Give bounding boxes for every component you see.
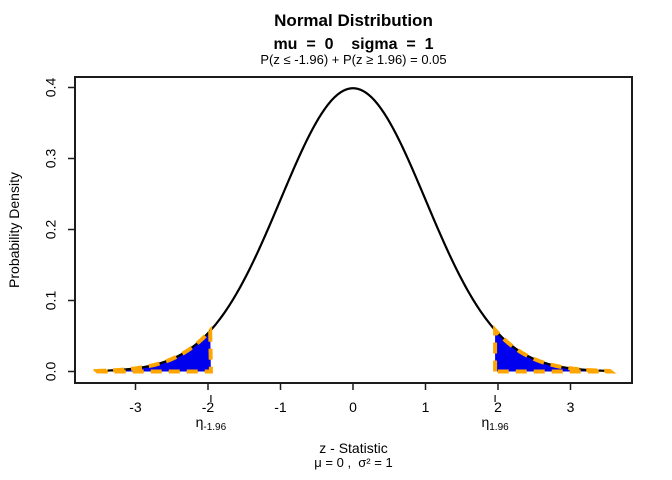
y-tick-label: 0.4 xyxy=(43,78,59,98)
x-tick-label: -3 xyxy=(129,399,142,415)
x-tick-label: 0 xyxy=(349,399,357,415)
y-tick-label: 0.0 xyxy=(43,362,59,382)
x-tick-label: 1 xyxy=(422,399,430,415)
plot-box xyxy=(74,76,633,384)
tail-fill-right xyxy=(495,330,611,372)
critical-label: η1.96 xyxy=(481,414,509,433)
tail-dashed-border-right xyxy=(493,324,617,374)
tail-dashed-border-left xyxy=(93,325,213,374)
y-tick-label: 0.2 xyxy=(43,220,59,240)
chart-subtitle-parameters: mu = 0 sigma = 1 xyxy=(273,36,434,53)
x-tick-label: -2 xyxy=(202,399,215,415)
critical-label: η-1.96 xyxy=(196,414,227,433)
x-tick-label: 3 xyxy=(567,399,575,415)
x-axis-label: z - Statistic xyxy=(319,440,388,456)
y-tick-label: 0.3 xyxy=(43,149,59,169)
x-tick-label: 2 xyxy=(494,399,502,415)
chart-subtitle-probability: P(z ≤ -1.96) + P(z ≥ 1.96) = 0.05 xyxy=(260,52,447,67)
x-axis-sublabel: μ = 0 , σ² = 1 xyxy=(314,455,393,470)
chart-title: Normal Distribution xyxy=(274,11,433,30)
tail-fill-left xyxy=(95,330,211,372)
density-curve xyxy=(95,87,611,373)
x-tick-label: -1 xyxy=(274,399,287,415)
y-tick-label: 0.1 xyxy=(43,291,59,311)
